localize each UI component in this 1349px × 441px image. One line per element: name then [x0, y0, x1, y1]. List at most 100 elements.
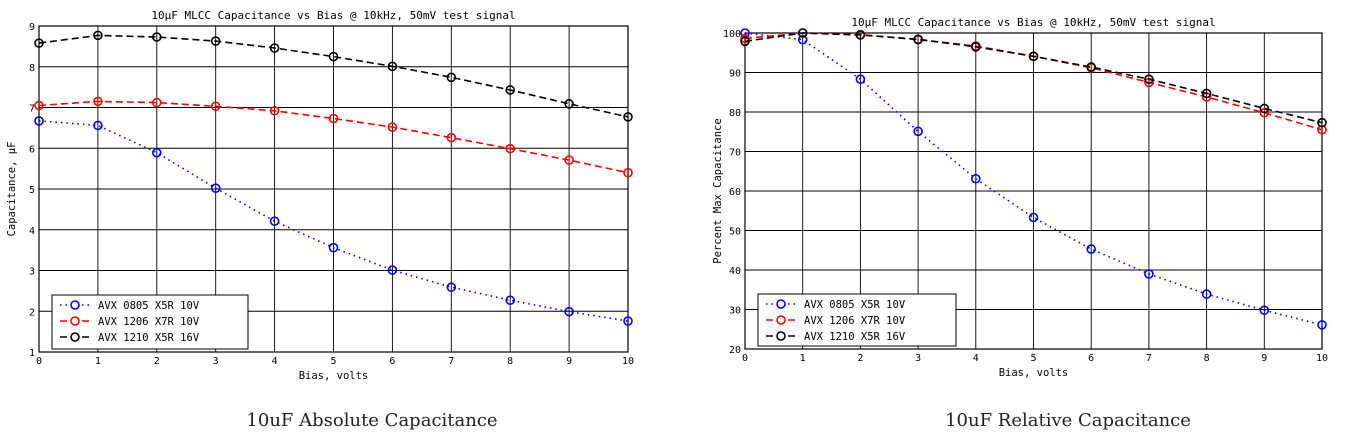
legend-marker	[70, 300, 80, 310]
data-point	[1317, 124, 1327, 135]
data-point	[623, 112, 633, 122]
data-point	[210, 36, 221, 46]
legend-label: AVX 0805 X5R 10V	[98, 300, 200, 312]
data-point	[1259, 103, 1270, 114]
data-point	[269, 105, 280, 116]
x-tick-label: 6	[389, 356, 395, 367]
y-tick-label: 1	[29, 348, 35, 359]
x-tick-label: 3	[915, 353, 921, 364]
legend-label: AVX 1206 X7R 10V	[98, 316, 200, 328]
x-tick-label: 2	[857, 353, 863, 364]
data-point	[1086, 62, 1097, 72]
series-line	[744, 32, 1323, 124]
data-point	[564, 99, 574, 109]
data-point	[1144, 269, 1154, 279]
x-tick-label: 3	[213, 356, 219, 367]
data-point	[564, 155, 574, 165]
data-point	[152, 97, 162, 108]
data-point	[505, 143, 516, 154]
y-axis-label: Capacitance, μF	[6, 142, 18, 237]
x-tick-label: 5	[330, 356, 336, 367]
x-tick-label: 10	[1316, 353, 1328, 364]
data-point	[387, 122, 398, 132]
y-tick-label: 70	[729, 148, 741, 159]
legend-marker	[70, 316, 80, 326]
y-tick-label: 3	[29, 267, 35, 278]
data-point	[210, 183, 221, 193]
y-tick-label: 40	[729, 266, 741, 277]
data-point	[797, 34, 808, 45]
y-tick-label: 8	[29, 63, 35, 74]
data-point	[855, 74, 866, 85]
data-point	[93, 30, 103, 41]
data-point	[1144, 74, 1154, 85]
y-tick-label: 90	[729, 69, 741, 80]
chart-title: 10μF MLCC Capacitance vs Bias @ 10kHz, 5…	[851, 16, 1215, 29]
data-point	[970, 42, 981, 52]
data-point	[913, 34, 923, 45]
data-point	[1086, 244, 1097, 254]
y-tick-label: 4	[29, 226, 35, 237]
series-line	[744, 32, 1323, 326]
x-tick-label: 1	[800, 353, 806, 364]
x-tick-label: 0	[742, 353, 748, 364]
x-tick-label: 9	[566, 356, 572, 367]
y-tick-label: 50	[729, 227, 741, 238]
x-axis-label: Bias, volts	[999, 367, 1069, 379]
x-tick-label: 7	[448, 356, 454, 367]
caption-absolute: 10uF Absolute Capacitance	[246, 410, 498, 431]
data-point	[328, 113, 339, 124]
x-tick-label: 9	[1261, 353, 1267, 364]
x-tick-label: 7	[1146, 353, 1152, 364]
data-point	[913, 126, 923, 137]
data-point	[210, 101, 221, 112]
data-point	[564, 306, 574, 317]
legend-marker	[776, 331, 786, 341]
data-point	[1317, 117, 1327, 128]
series-line	[38, 34, 629, 118]
legend-marker	[776, 299, 786, 309]
data-point	[505, 295, 516, 306]
data-point	[970, 173, 981, 184]
y-tick-label: 30	[729, 306, 741, 317]
series-line	[38, 120, 629, 322]
data-point	[623, 316, 633, 326]
legend-box	[51, 294, 249, 350]
data-point	[1259, 305, 1270, 316]
x-tick-label: 0	[36, 356, 42, 367]
legend-label: AVX 1210 X5R 16V	[98, 332, 200, 344]
data-point	[152, 32, 162, 42]
caption-relative: 10uF Relative Capacitance	[945, 410, 1191, 431]
legend-marker	[70, 332, 80, 342]
data-point	[1028, 212, 1039, 223]
x-tick-label: 2	[154, 356, 160, 367]
data-point	[446, 132, 457, 143]
plot-frame	[38, 25, 629, 353]
y-tick-label: 7	[29, 104, 35, 115]
data-point	[34, 116, 44, 126]
data-point	[93, 96, 103, 107]
data-point	[269, 216, 280, 226]
x-tick-label: 5	[1030, 353, 1036, 364]
data-point	[1144, 77, 1154, 88]
data-point	[152, 147, 162, 158]
data-point	[328, 242, 339, 253]
y-tick-label: 60	[729, 187, 741, 198]
data-point	[93, 120, 103, 131]
data-point	[387, 61, 398, 72]
legend-label: AVX 1210 X5R 16V	[804, 331, 906, 343]
data-point	[1201, 88, 1212, 99]
legend-label: AVX 1206 X7R 10V	[804, 315, 906, 327]
data-point	[1028, 51, 1039, 62]
x-tick-label: 1	[95, 356, 101, 367]
y-axis-label: Percent Max Capacitance	[712, 118, 724, 263]
data-point	[34, 38, 44, 48]
legend-label: AVX 0805 X5R 10V	[804, 299, 906, 311]
data-point	[1317, 320, 1327, 330]
legend-marker	[776, 315, 786, 325]
data-point	[1201, 289, 1212, 299]
y-tick-label: 100	[723, 29, 741, 40]
data-point	[1259, 107, 1270, 118]
x-axis-label: Bias, volts	[299, 370, 369, 382]
data-point	[446, 282, 457, 293]
